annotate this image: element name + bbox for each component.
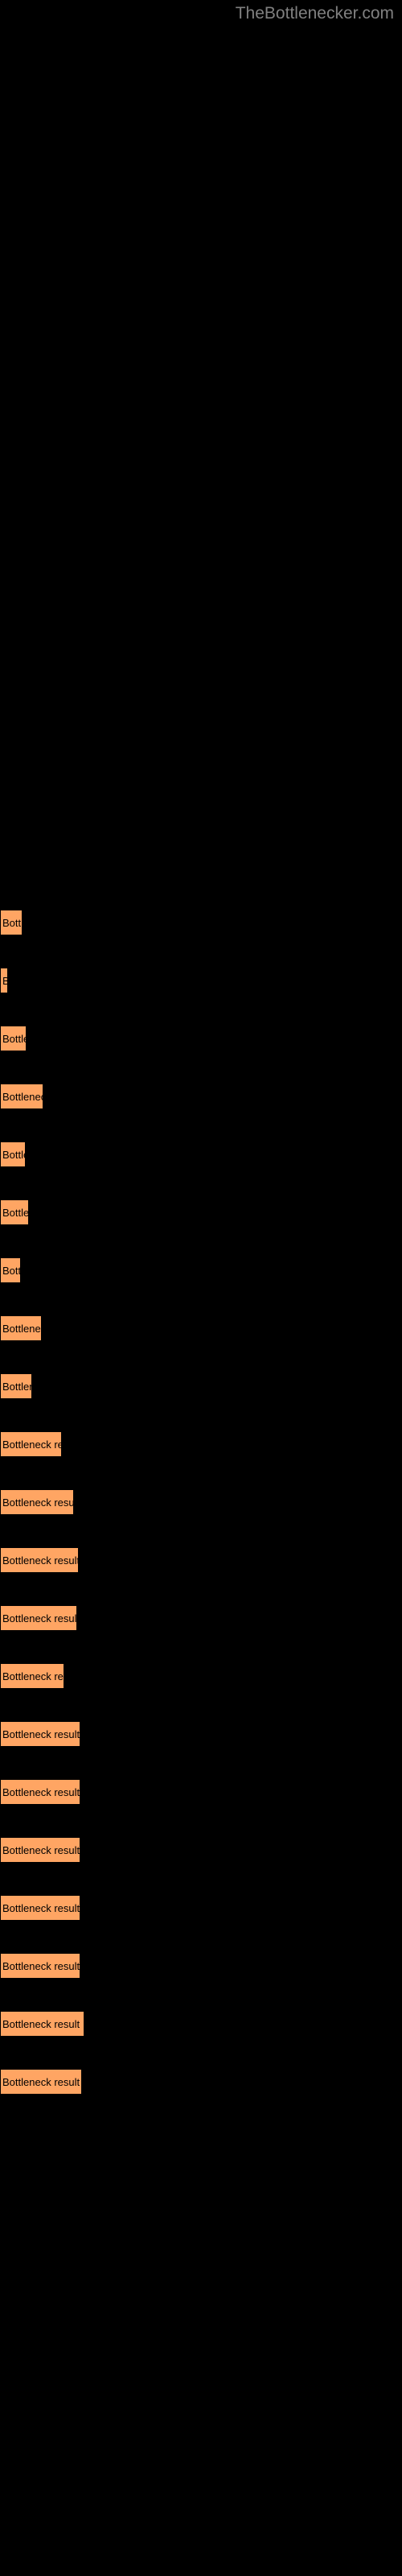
bar: Bottleneck result (0, 1547, 79, 1573)
bar-label: Bottleneck result (2, 1902, 80, 1914)
bar: Bottleneck result (0, 2011, 84, 2037)
bar-label: Bottleneck result (2, 1439, 62, 1451)
watermark-text: TheBottlenecker.com (236, 4, 394, 23)
bar: Bottleneck result (0, 1489, 74, 1515)
bar-label: Bottleneck result (2, 1786, 80, 1798)
bar-row: Bottleneck result (0, 1547, 79, 1573)
bar-label: Bottleneck result (2, 1149, 26, 1161)
bar-label: Bottleneck result (2, 1207, 29, 1219)
bar-row: Bottleneck result (0, 2011, 84, 2037)
bar-label: Bottleneck result (2, 1033, 27, 1045)
bar-label: Bottleneck result (2, 1612, 77, 1624)
bar: Bottleneck result (0, 2069, 82, 2095)
bar: Bottleneck result (0, 1141, 26, 1167)
bar-label: Bottleneck result (2, 1554, 79, 1567)
bar-row: Bottleneck result (0, 1837, 80, 1863)
bar-label: Bottleneck result (2, 917, 23, 929)
bar-label: Bottleneck result (2, 1844, 80, 1856)
bar: Bottleneck result (0, 1663, 64, 1689)
bar: Bottleneck result (0, 1315, 42, 1341)
bar-row: Bottleneck result (0, 1373, 32, 1399)
bar: Bottleneck result (0, 1779, 80, 1805)
bar: Bottleneck result (0, 1721, 80, 1747)
bar: Bottleneck result (0, 1837, 80, 1863)
bar-label: Bottleneck result (2, 1728, 80, 1740)
bar-label: Bottleneck result (2, 1670, 64, 1682)
bar-row: Bottleneck result (0, 1779, 80, 1805)
bar-row: Bottleneck result (0, 910, 23, 935)
bar-row: Bottleneck result (0, 1141, 26, 1167)
bar-row: Bottleneck result (0, 1257, 21, 1283)
bar-label: Bottleneck result (2, 1381, 32, 1393)
bar-row: Bottleneck result (0, 1663, 64, 1689)
bar-row: Bottleneck result (0, 1431, 62, 1457)
bar: Bottleneck result (0, 1084, 43, 1109)
bar-row: Bottleneck result (0, 1895, 80, 1921)
bar-label: Bottleneck result (2, 2076, 80, 2088)
bar: Bottleneck result (0, 1605, 77, 1631)
bar-row: Bottleneck result (0, 1084, 43, 1109)
bar-row: Bottleneck result (0, 1199, 29, 1225)
bar: Bottleneck result (0, 968, 8, 993)
bar-row: Bottleneck result (0, 1953, 80, 1979)
bar-label: Bottleneck result (2, 975, 8, 987)
bar-row: Bottleneck result (0, 1315, 42, 1341)
bar-label: Bottleneck result (2, 1091, 43, 1103)
bar-row: Bottleneck result (0, 968, 8, 993)
bar: Bottleneck result (0, 1257, 21, 1283)
bar-row: Bottleneck result (0, 1721, 80, 1747)
bar-row: Bottleneck result (0, 1605, 77, 1631)
bar: Bottleneck result (0, 1373, 32, 1399)
bar: Bottleneck result (0, 910, 23, 935)
bar-row: Bottleneck result (0, 1026, 27, 1051)
bar: Bottleneck result (0, 1026, 27, 1051)
bar-label: Bottleneck result (2, 1960, 80, 1972)
bar-row: Bottleneck result (0, 1489, 74, 1515)
bar-row: Bottleneck result (0, 2069, 82, 2095)
bar: Bottleneck result (0, 1953, 80, 1979)
bar: Bottleneck result (0, 1895, 80, 1921)
bar: Bottleneck result (0, 1199, 29, 1225)
bar: Bottleneck result (0, 1431, 62, 1457)
bar-label: Bottleneck result (2, 1265, 21, 1277)
bar-label: Bottleneck result (2, 1496, 74, 1509)
bar-label: Bottleneck result (2, 2018, 80, 2030)
bar-label: Bottleneck result (2, 1323, 42, 1335)
